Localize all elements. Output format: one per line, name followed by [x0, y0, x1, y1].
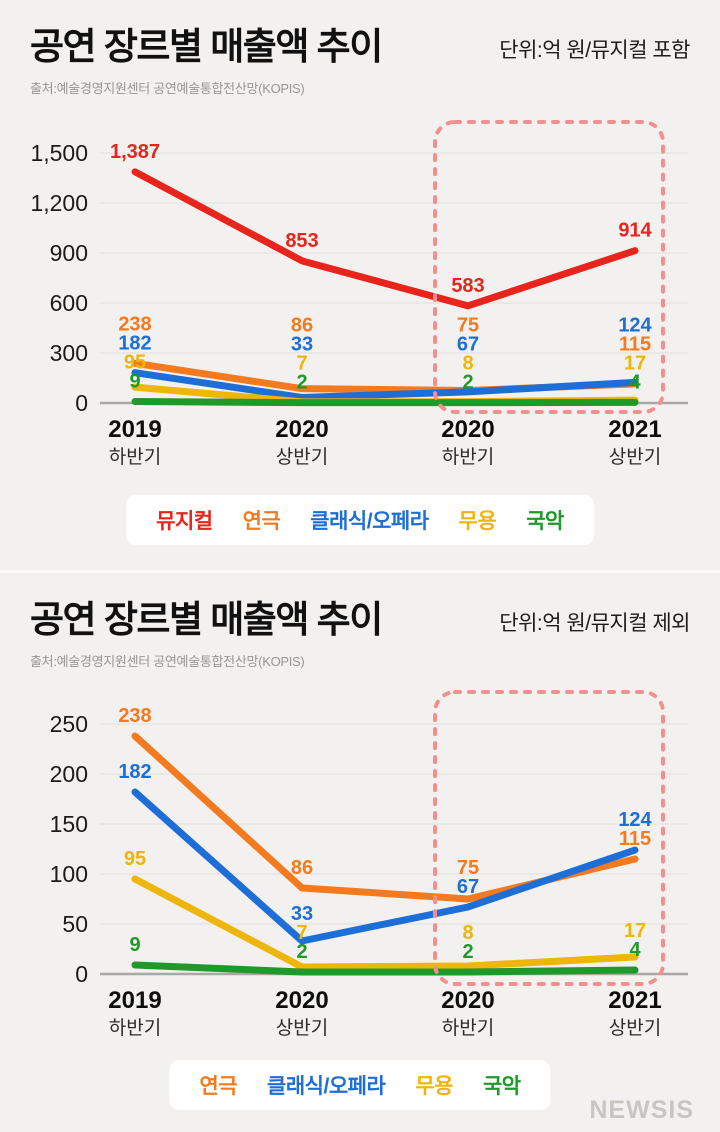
chart-title: 공연 장르별 매출액 추이 — [30, 599, 383, 640]
svg-text:300: 300 — [50, 340, 88, 366]
newsis-watermark: NEWSIS — [589, 1096, 694, 1124]
svg-text:17: 17 — [624, 352, 646, 374]
svg-text:1,500: 1,500 — [30, 140, 88, 166]
svg-text:100: 100 — [50, 861, 88, 887]
legend-item: 무용 — [458, 509, 497, 533]
svg-text:2019: 2019 — [108, 987, 161, 1014]
svg-text:1,200: 1,200 — [30, 190, 88, 216]
legend-item: 무용 — [415, 1074, 453, 1098]
chart-legend: 뮤지컬 연극 클래식/오페라 무용 국악 — [126, 494, 594, 545]
svg-text:하반기: 하반기 — [109, 1017, 161, 1039]
svg-text:86: 86 — [291, 314, 313, 336]
legend-item: 국악 — [482, 1074, 521, 1098]
svg-text:115: 115 — [619, 333, 651, 355]
svg-text:86: 86 — [291, 857, 313, 879]
svg-text:238: 238 — [118, 705, 151, 727]
svg-text:7: 7 — [296, 352, 307, 374]
svg-text:900: 900 — [50, 240, 88, 266]
svg-text:95: 95 — [124, 351, 146, 373]
chart-header: 공연 장르별 매출액 추이 단위:억 원/뮤지컬 포함 — [0, 26, 720, 69]
legend-item: 연극 — [242, 509, 281, 533]
svg-text:2: 2 — [462, 941, 473, 963]
unit-label: 단위:억 원/뮤지컬 제외 — [499, 611, 690, 635]
svg-text:583: 583 — [451, 274, 484, 296]
legend-item: 뮤지컬 — [156, 509, 213, 533]
svg-text:2: 2 — [296, 941, 307, 963]
svg-text:33: 33 — [291, 333, 313, 355]
svg-text:182: 182 — [118, 332, 151, 354]
svg-text:1,387: 1,387 — [110, 140, 160, 162]
svg-text:2: 2 — [462, 371, 473, 393]
svg-text:75: 75 — [457, 857, 479, 879]
svg-text:하반기: 하반기 — [442, 446, 494, 468]
svg-text:9: 9 — [129, 370, 140, 392]
svg-text:하반기: 하반기 — [442, 1017, 494, 1039]
svg-text:200: 200 — [50, 761, 88, 787]
chart-header: 공연 장르별 매출액 추이 단위:억 원/뮤지컬 제외 — [0, 599, 720, 642]
svg-text:상반기: 상반기 — [276, 1017, 328, 1039]
unit-label: 단위:억 원/뮤지컬 포함 — [499, 38, 690, 62]
svg-text:150: 150 — [50, 811, 88, 837]
svg-text:4: 4 — [629, 371, 641, 393]
legend-item: 연극 — [199, 1074, 238, 1098]
svg-text:238: 238 — [118, 313, 151, 335]
svg-text:0: 0 — [75, 961, 88, 987]
svg-text:115: 115 — [619, 828, 651, 850]
svg-text:2020: 2020 — [441, 987, 494, 1014]
chart-panel-musical-excluded: 공연 장르별 매출액 추이 단위:억 원/뮤지컬 제외 출처:예술경영지원센터 … — [0, 570, 720, 1132]
legend-item: 국악 — [526, 509, 564, 533]
svg-text:상반기: 상반기 — [609, 446, 661, 468]
line-chart-musical-excluded: 0 50 100 150 200 250 2019 하반기 2020 상반기 2020 하반기 2021… — [50, 689, 688, 1039]
svg-text:2: 2 — [296, 371, 307, 393]
chart-title: 공연 장르별 매출액 추이 — [30, 26, 383, 67]
svg-text:75: 75 — [457, 314, 479, 336]
legend-item: 클래식/오페라 — [310, 509, 429, 533]
svg-text:124: 124 — [618, 314, 652, 336]
svg-text:2021: 2021 — [608, 416, 661, 443]
svg-text:2020: 2020 — [275, 987, 328, 1014]
svg-text:17: 17 — [624, 920, 646, 942]
source-label: 출처:예술경영지원센터 공연예술통합전산망(KOPIS) — [30, 653, 305, 669]
svg-text:95: 95 — [124, 848, 146, 870]
svg-text:250: 250 — [50, 711, 88, 737]
legend-item: 클래식/오페라 — [267, 1074, 386, 1098]
svg-text:0: 0 — [75, 390, 88, 416]
chart-legend: 연극 클래식/오페라 무용 국악 — [169, 1059, 551, 1110]
svg-text:2020: 2020 — [275, 416, 328, 443]
svg-text:50: 50 — [62, 911, 88, 937]
svg-text:4: 4 — [629, 939, 641, 961]
svg-text:853: 853 — [285, 229, 318, 251]
svg-text:2021: 2021 — [608, 987, 661, 1014]
svg-text:67: 67 — [457, 333, 479, 355]
svg-text:상반기: 상반기 — [276, 446, 328, 468]
svg-text:하반기: 하반기 — [109, 446, 161, 468]
svg-text:7: 7 — [296, 922, 307, 944]
svg-text:33: 33 — [291, 903, 313, 925]
svg-text:상반기: 상반기 — [609, 1017, 661, 1039]
svg-text:914: 914 — [618, 219, 652, 241]
line-chart-musical-included: 0 300 600 900 1,200 1,500 2019 하반기 2020 상반기 2020 하반… — [30, 119, 688, 468]
source-label: 출처:예술경영지원센터 공연예술통합전산망(KOPIS) — [30, 80, 305, 96]
svg-text:124: 124 — [618, 809, 652, 831]
chart-panel-musical-included: 공연 장르별 매출액 추이 단위:억 원/뮤지컬 포함 출처:예술경영지원센터 … — [0, 26, 720, 545]
svg-text:9: 9 — [129, 934, 140, 956]
svg-text:8: 8 — [462, 352, 473, 374]
svg-text:182: 182 — [118, 761, 151, 783]
svg-text:2019: 2019 — [108, 416, 161, 443]
svg-text:67: 67 — [457, 876, 479, 898]
svg-text:600: 600 — [50, 290, 88, 316]
svg-text:2020: 2020 — [441, 416, 494, 443]
svg-text:8: 8 — [462, 922, 473, 944]
